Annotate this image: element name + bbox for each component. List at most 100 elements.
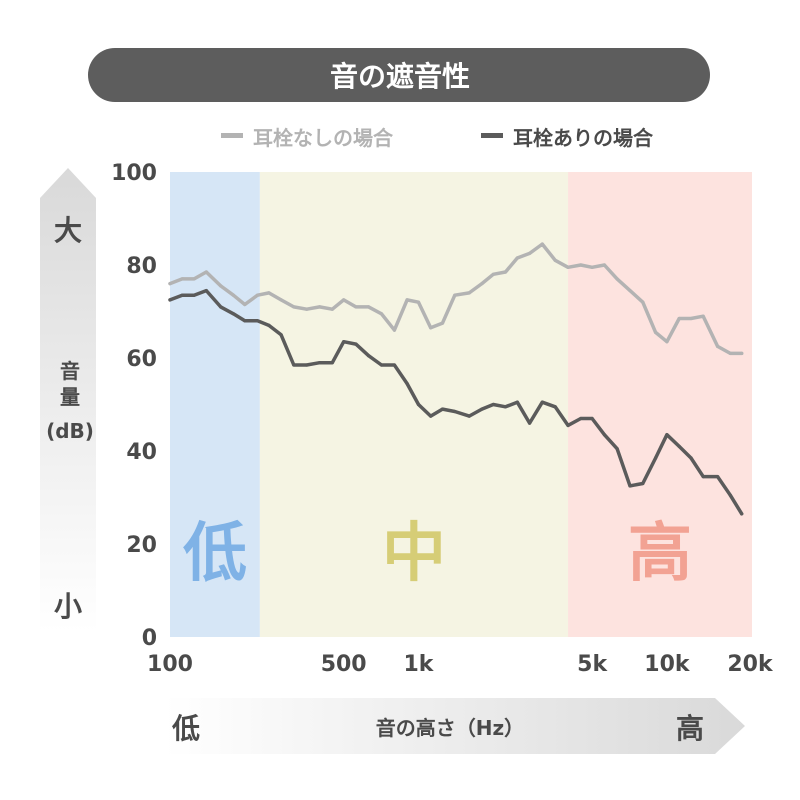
data-point-without-earplugs [440,321,445,325]
data-point-without-earplugs [342,298,346,302]
data-point-with-earplugs [553,405,557,409]
data-point-without-earplugs [279,298,283,302]
x-arrow-shape [165,698,745,754]
data-point-with-earplugs [255,319,260,323]
data-point-with-earplugs [503,405,508,409]
data-point-with-earplugs [168,298,172,302]
data-point-without-earplugs [255,293,260,297]
y-bottom-label: 小 [54,590,82,623]
data-point-with-earplugs [515,400,519,404]
data-point-with-earplugs [231,312,235,316]
data-point-without-earplugs [192,277,196,281]
data-point-with-earplugs [628,484,632,488]
band-label-low: 低 [183,517,247,591]
data-point-without-earplugs [665,340,669,344]
data-point-without-earplugs [292,305,296,309]
data-point-with-earplugs [440,407,445,411]
title-banner: 音の遮音性 [88,48,710,102]
legend-swatch-without [221,133,243,138]
data-point-with-earplugs [379,363,384,367]
data-point-with-earplugs [665,433,669,437]
data-point-with-earplugs [279,333,283,337]
data-point-with-earplugs [192,293,196,297]
x-tick-label: 5k [577,652,608,677]
data-point-with-earplugs [467,414,471,418]
data-point-without-earplugs [728,351,732,355]
legend-swatch-with [481,133,503,138]
data-point-without-earplugs [231,293,235,297]
x-direction-arrow: 低 音の高さ（Hz） 高 [165,698,745,754]
band-labels: 低中高 [183,517,692,591]
data-point-without-earplugs [204,270,208,274]
data-point-with-earplugs [267,323,271,327]
frequency-bands [170,172,752,637]
data-point-without-earplugs [540,242,544,246]
y-arrow-shape [40,168,96,632]
data-point-with-earplugs [292,363,296,367]
data-point-with-earplugs [528,421,532,425]
data-point-without-earplugs [602,263,607,267]
data-point-without-earplugs [654,330,658,334]
data-point-without-earplugs [330,307,334,311]
data-point-without-earplugs [453,293,457,297]
data-point-without-earplugs [219,284,223,288]
data-point-without-earplugs [305,307,309,311]
data-point-with-earplugs [429,414,433,418]
data-point-without-earplugs [367,305,371,309]
data-point-with-earplugs [491,402,495,407]
data-point-without-earplugs [579,263,583,267]
data-point-without-earplugs [716,344,720,348]
y-top-label: 大 [54,214,82,247]
data-point-with-earplugs [354,342,358,346]
data-point-with-earplugs [342,340,346,344]
band-low [170,172,260,637]
data-point-without-earplugs [677,316,681,321]
y-tick-label: 0 [142,626,157,651]
data-point-with-earplugs [243,319,247,323]
y-tick-label: 40 [126,440,157,465]
data-point-without-earplugs [515,256,519,260]
data-point-without-earplugs [641,300,645,304]
x-tick-label: 100 [147,652,193,677]
data-point-without-earplugs [553,258,557,262]
data-point-without-earplugs [467,291,471,295]
data-series [168,242,744,516]
data-point-with-earplugs [204,289,208,293]
data-point-with-earplugs [677,444,681,448]
x-tick-label: 20k [727,652,774,677]
y-tick-label: 100 [111,161,157,186]
data-point-without-earplugs [392,328,396,332]
data-point-without-earplugs [590,265,594,269]
data-point-without-earplugs [491,272,495,276]
data-point-with-earplugs [416,402,421,407]
y-direction-arrow: 大 音 量 (dB) 小 [40,168,96,632]
data-point-without-earplugs [480,282,484,286]
data-point-with-earplugs [641,481,645,486]
band-label-high: 高 [628,517,692,591]
data-point-with-earplugs [615,447,619,451]
data-point-without-earplugs [379,312,384,316]
data-point-without-earplugs [689,316,693,321]
data-point-with-earplugs [716,475,720,479]
data-point-without-earplugs [168,282,172,286]
data-point-with-earplugs [540,400,544,404]
data-point-with-earplugs [579,416,583,421]
x-left-label: 低 [171,712,200,745]
data-point-without-earplugs [429,326,433,330]
y-tick-label: 80 [126,254,157,279]
series-points-with-earplugs [168,289,744,516]
data-point-without-earplugs [566,265,570,269]
data-point-with-earplugs [367,354,371,358]
data-point-with-earplugs [453,409,457,414]
data-point-without-earplugs [354,305,358,309]
y-axis-label-line-3: (dB) [46,419,94,443]
series-points-without-earplugs [168,242,744,355]
data-point-without-earplugs [318,305,322,309]
x-tick-labels: 100 500 1k 5k 10k 20k [147,652,774,677]
y-tick-labels: 0 20 40 60 80 100 [111,161,157,651]
data-point-without-earplugs [503,270,508,274]
y-tick-label: 60 [126,347,157,372]
data-point-with-earplugs [219,305,223,309]
data-point-with-earplugs [701,475,705,479]
